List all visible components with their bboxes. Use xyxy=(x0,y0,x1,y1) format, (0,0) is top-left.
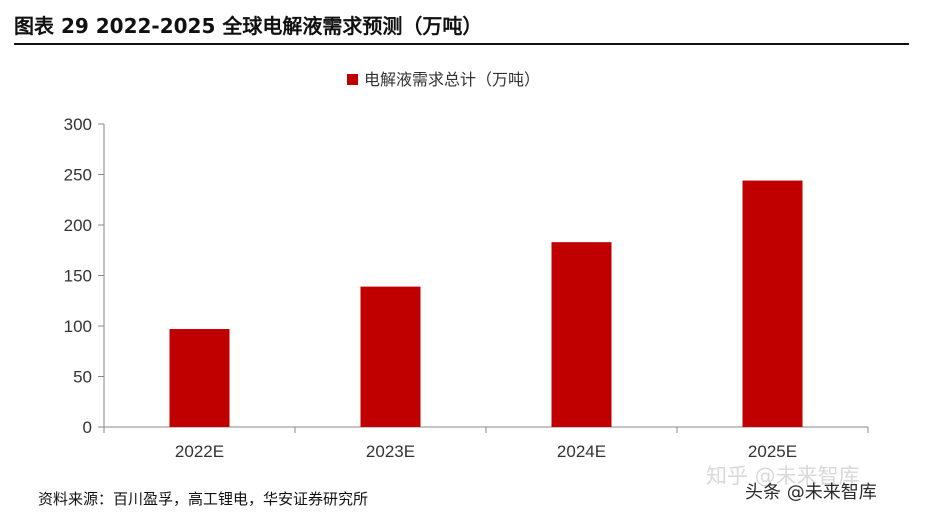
legend-swatch xyxy=(347,74,358,85)
bar-2025E xyxy=(742,180,803,427)
chart-legend: 电解液需求总计（万吨） xyxy=(347,70,540,89)
y-tick-label: 0 xyxy=(83,418,92,437)
y-tick-label: 200 xyxy=(64,216,92,235)
source-note: 资料来源：百川盈孚，高工锂电，华安证券研究所 xyxy=(38,490,369,508)
watermark-main: 头条 @未来智库 xyxy=(745,482,877,503)
x-tick-label: 2025E xyxy=(748,442,797,461)
bar-2022E xyxy=(169,329,230,427)
y-tick-label: 50 xyxy=(73,368,92,387)
x-axis: 2022E 2023E 2024E 2025E xyxy=(103,426,869,461)
x-tick-label: 2024E xyxy=(557,442,606,461)
watermark-faint: 知乎 @未来智库 xyxy=(706,464,860,488)
bar-2023E xyxy=(360,286,421,427)
bar-series xyxy=(169,180,803,427)
bar-2024E xyxy=(551,242,612,427)
legend-label: 电解液需求总计（万吨） xyxy=(364,70,540,89)
y-axis: 0 50 100 150 200 250 300 xyxy=(64,115,105,437)
x-tick-label: 2022E xyxy=(175,442,224,461)
y-tick-label: 100 xyxy=(64,317,92,336)
y-tick-label: 250 xyxy=(64,166,92,185)
y-tick-label: 300 xyxy=(64,115,92,134)
x-tick-label: 2023E xyxy=(366,442,415,461)
title-divider xyxy=(14,43,909,45)
y-tick-label: 150 xyxy=(64,267,92,286)
figure-title: 图表 29 2022-2025 全球电解液需求预测（万吨） xyxy=(14,14,483,38)
